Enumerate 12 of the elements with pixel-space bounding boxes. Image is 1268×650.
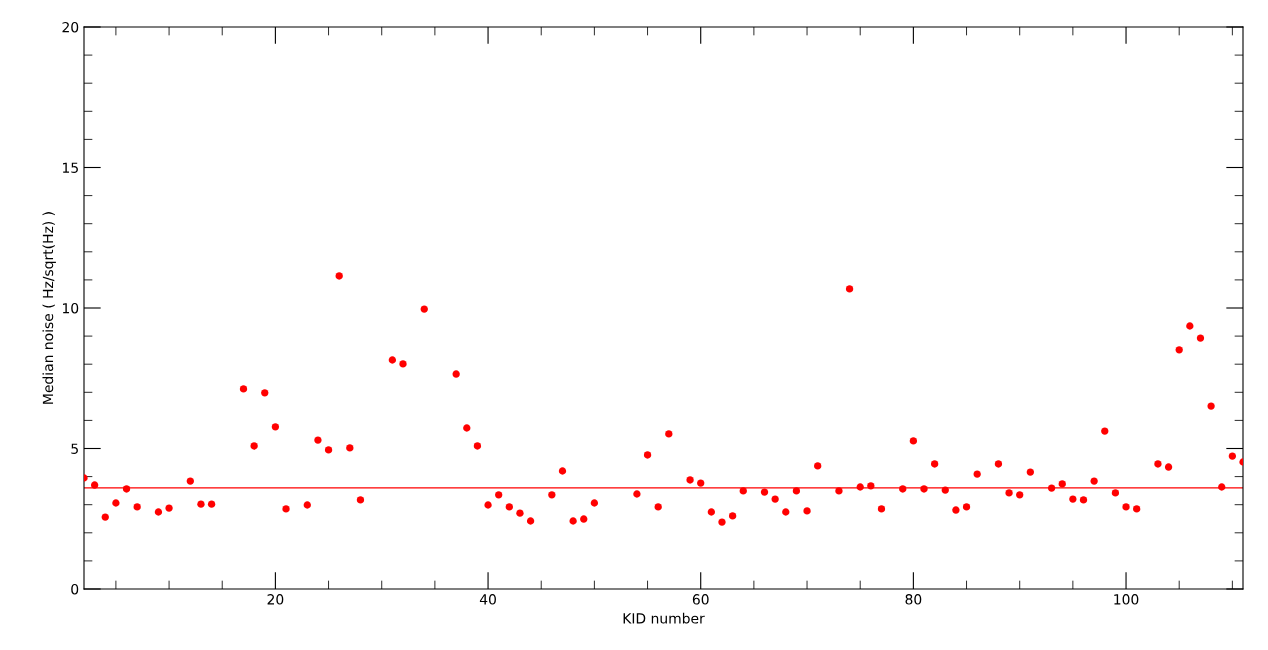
x-tick-label: 100 [1114, 594, 1139, 605]
y-tick-label: 15 [62, 162, 78, 173]
y-tick-label: 5 [71, 443, 78, 454]
y-axis-title: Median noise ( Hz/sqrt(Hz) ) [42, 212, 56, 404]
y-tick-label: 0 [71, 583, 79, 595]
x-tick-label: 80 [905, 594, 922, 605]
x-tick-label: 60 [692, 594, 709, 605]
x-axis-title: KID number [623, 612, 705, 624]
y-tick-label: 10 [62, 302, 79, 314]
x-tick-label: 40 [479, 594, 496, 605]
y-tick-label: 20 [62, 21, 79, 33]
x-tick-label: 20 [267, 594, 284, 605]
